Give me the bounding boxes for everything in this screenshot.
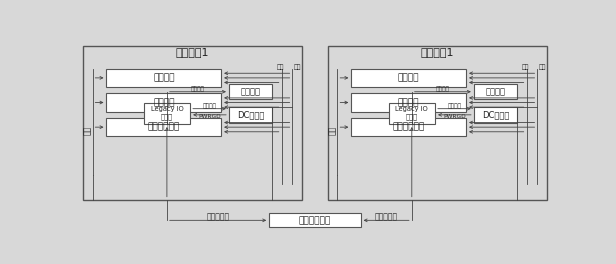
Text: 系统管理单元: 系统管理单元 bbox=[299, 216, 331, 225]
Text: 电源: 电源 bbox=[522, 64, 530, 70]
Bar bbox=[474, 84, 517, 100]
Text: 时钟: 时钟 bbox=[294, 64, 301, 70]
Text: DC电源组: DC电源组 bbox=[237, 110, 264, 119]
Text: 存储单元: 存储单元 bbox=[153, 98, 174, 107]
Text: 硬件平台1: 硬件平台1 bbox=[421, 48, 454, 58]
Text: 使能信号: 使能信号 bbox=[191, 87, 205, 92]
Text: 使能信号: 使能信号 bbox=[447, 103, 461, 109]
Bar bbox=[328, 46, 546, 200]
Text: 计算单元: 计算单元 bbox=[153, 73, 174, 82]
Bar bbox=[351, 118, 466, 136]
Text: 存储单元: 存储单元 bbox=[398, 98, 419, 107]
Bar bbox=[229, 84, 272, 100]
Bar bbox=[107, 69, 221, 87]
Text: DC电源组: DC电源组 bbox=[482, 110, 509, 119]
Text: 输入输出单元: 输入输出单元 bbox=[148, 123, 180, 132]
Text: 电源: 电源 bbox=[277, 64, 285, 70]
Bar bbox=[351, 69, 466, 87]
Text: Legacy IO
控制器: Legacy IO 控制器 bbox=[395, 106, 428, 120]
Text: 复位: 复位 bbox=[83, 126, 92, 135]
Text: PWRGD: PWRGD bbox=[198, 114, 221, 119]
Bar bbox=[107, 93, 221, 112]
Text: 输入输出单元: 输入输出单元 bbox=[392, 123, 425, 132]
Bar bbox=[107, 118, 221, 136]
Text: 多分区设置: 多分区设置 bbox=[206, 212, 230, 221]
Text: 使能信号: 使能信号 bbox=[436, 87, 450, 92]
Bar bbox=[389, 102, 435, 124]
Text: 多分区设置: 多分区设置 bbox=[375, 212, 398, 221]
Text: 使能信号: 使能信号 bbox=[203, 103, 217, 109]
Text: Legacy IO
控制器: Legacy IO 控制器 bbox=[150, 106, 184, 120]
Text: 复位: 复位 bbox=[328, 126, 337, 135]
Bar bbox=[144, 102, 190, 124]
Bar bbox=[229, 107, 272, 122]
Bar bbox=[269, 213, 360, 227]
Text: 时钟单元: 时钟单元 bbox=[485, 87, 506, 96]
Text: 硬件平台1: 硬件平台1 bbox=[176, 48, 209, 58]
Text: 时钟单元: 时钟单元 bbox=[241, 87, 261, 96]
Text: 时钟: 时钟 bbox=[539, 64, 546, 70]
Text: PWRGD: PWRGD bbox=[443, 114, 466, 119]
Text: 计算单元: 计算单元 bbox=[398, 73, 419, 82]
Bar bbox=[351, 93, 466, 112]
Bar bbox=[474, 107, 517, 122]
Bar bbox=[83, 46, 302, 200]
